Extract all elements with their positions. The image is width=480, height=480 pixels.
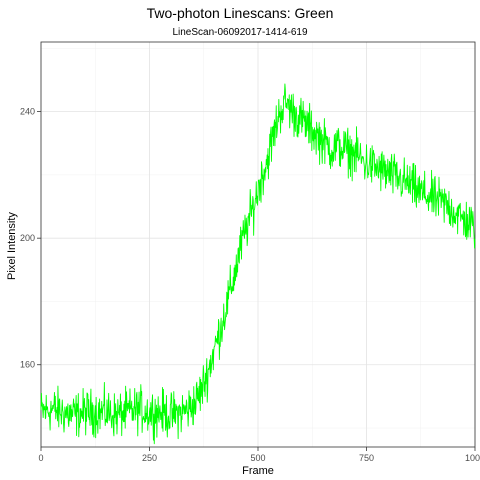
x-tick-label: 750	[359, 453, 374, 463]
y-tick-label: 160	[20, 360, 35, 370]
y-tick-label: 200	[20, 233, 35, 243]
x-tick-label: 500	[250, 453, 265, 463]
series-line	[40, 83, 476, 445]
x-tick-label: 0	[38, 453, 43, 463]
y-axis-title: Pixel Intensity	[6, 212, 18, 280]
x-tick-label: 1000	[465, 453, 480, 463]
grid	[40, 42, 476, 447]
series-layer	[40, 83, 476, 445]
x-tick-label: 250	[142, 453, 157, 463]
x-axis-title: Frame	[242, 465, 274, 477]
chart-title: Two-photon Linescans: Green	[146, 5, 334, 21]
y-tick-label: 240	[20, 107, 35, 117]
chart-subtitle: LineScan-06092017-1414-619	[172, 27, 308, 38]
axes: 0 250 500 750 1000 160 200 240	[20, 107, 480, 463]
